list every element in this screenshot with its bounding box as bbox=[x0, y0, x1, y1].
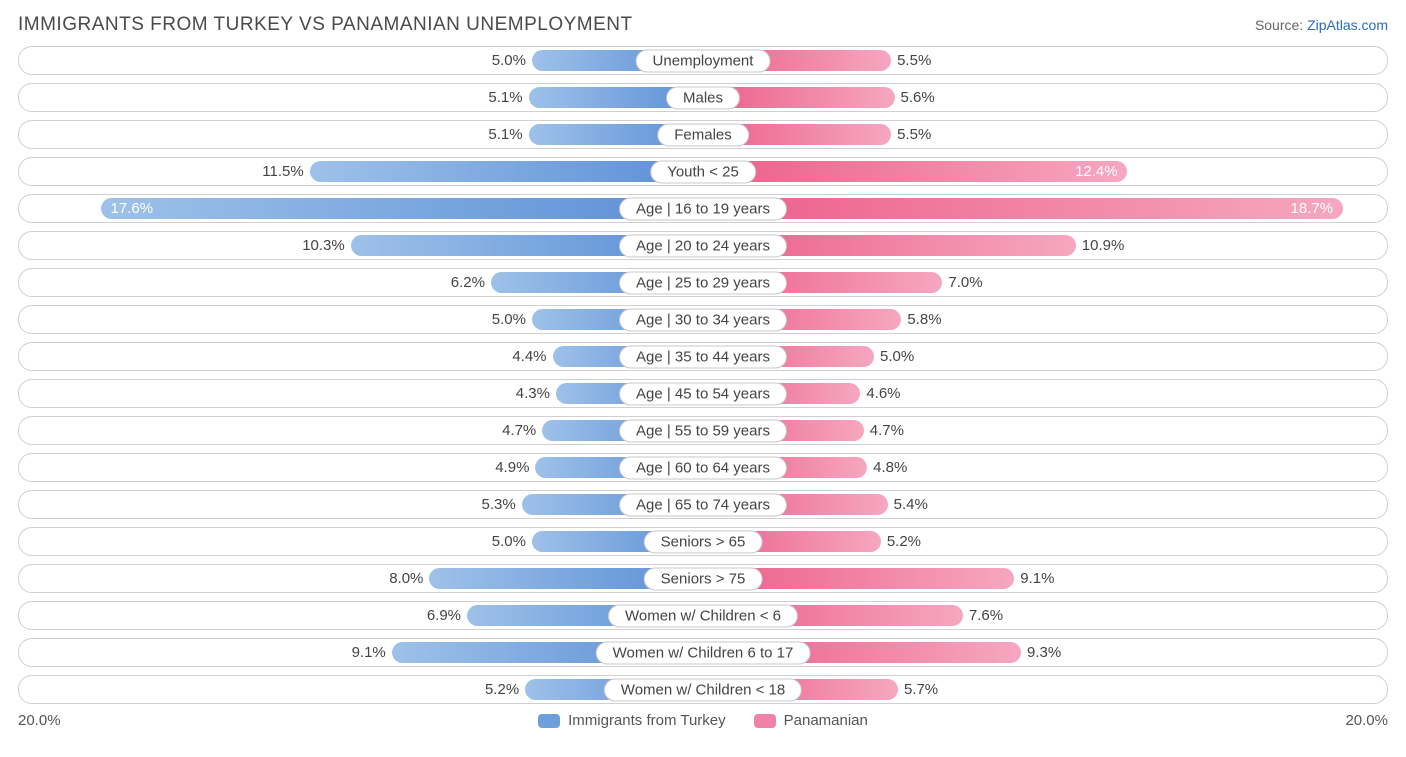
pct-label-right: 4.7% bbox=[864, 417, 904, 444]
chart-row: 5.1% 5.6% Males bbox=[18, 83, 1388, 112]
legend-label-left: Immigrants from Turkey bbox=[568, 712, 726, 729]
pct-label-left: 5.3% bbox=[482, 491, 522, 518]
pct-label-right: 5.5% bbox=[891, 121, 931, 148]
chart-row: 6.9% 7.6% Women w/ Children < 6 bbox=[18, 601, 1388, 630]
pct-label-left: 11.5% bbox=[262, 158, 309, 185]
chart-row: 6.2% 7.0% Age | 25 to 29 years bbox=[18, 268, 1388, 297]
chart-row: 5.0% 5.2% Seniors > 65 bbox=[18, 527, 1388, 556]
pct-label-right: 4.6% bbox=[860, 380, 900, 407]
category-label: Age | 45 to 54 years bbox=[619, 382, 787, 405]
pct-label-right: 10.9% bbox=[1076, 232, 1125, 259]
bar-left bbox=[310, 161, 703, 182]
category-label: Males bbox=[666, 86, 740, 109]
bar-right bbox=[703, 198, 1343, 219]
legend-swatch-right bbox=[754, 714, 776, 728]
legend: Immigrants from Turkey Panamanian bbox=[538, 712, 868, 729]
pct-label-right: 5.8% bbox=[901, 306, 941, 333]
chart-row: 5.1% 5.5% Females bbox=[18, 120, 1388, 149]
category-label: Women w/ Children 6 to 17 bbox=[596, 641, 811, 664]
chart-row: 4.3% 4.6% Age | 45 to 54 years bbox=[18, 379, 1388, 408]
pct-label-left: 5.2% bbox=[485, 676, 525, 703]
chart-row: 17.6% 18.7% Age | 16 to 19 years bbox=[18, 194, 1388, 223]
pct-label-left: 4.4% bbox=[512, 343, 552, 370]
axis-max-label-left: 20.0% bbox=[18, 712, 61, 729]
pct-label-left: 4.3% bbox=[516, 380, 556, 407]
pct-label-right: 7.6% bbox=[963, 602, 1003, 629]
category-label: Age | 35 to 44 years bbox=[619, 345, 787, 368]
pct-label-left: 6.9% bbox=[427, 602, 467, 629]
bar-left bbox=[101, 198, 703, 219]
category-label: Seniors > 65 bbox=[644, 530, 763, 553]
pct-label-right: 5.6% bbox=[895, 84, 935, 111]
pct-label-left: 5.0% bbox=[492, 306, 532, 333]
pct-label-left: 10.3% bbox=[302, 232, 351, 259]
pct-label-right: 5.5% bbox=[891, 47, 931, 74]
pct-label-left: 9.1% bbox=[352, 639, 392, 666]
pct-label-right: 5.2% bbox=[881, 528, 921, 555]
pct-label-left: 5.1% bbox=[488, 84, 528, 111]
category-label: Age | 20 to 24 years bbox=[619, 234, 787, 257]
legend-item-left: Immigrants from Turkey bbox=[538, 712, 726, 729]
category-label: Age | 30 to 34 years bbox=[619, 308, 787, 331]
category-label: Age | 65 to 74 years bbox=[619, 493, 787, 516]
pct-label-right: 7.0% bbox=[942, 269, 982, 296]
pct-label-right: 5.7% bbox=[898, 676, 938, 703]
pct-label-left: 4.7% bbox=[502, 417, 542, 444]
pct-label-left: 5.1% bbox=[488, 121, 528, 148]
pct-label-right: 12.4% bbox=[1069, 158, 1118, 185]
chart-row: 5.0% 5.5% Unemployment bbox=[18, 46, 1388, 75]
pct-label-left: 5.0% bbox=[492, 47, 532, 74]
pct-label-right: 5.4% bbox=[888, 491, 928, 518]
category-label: Women w/ Children < 6 bbox=[608, 604, 798, 627]
axis-max-label-right: 20.0% bbox=[1345, 712, 1388, 729]
pct-label-left: 5.0% bbox=[492, 528, 532, 555]
pct-label-left: 6.2% bbox=[451, 269, 491, 296]
chart-row: 8.0% 9.1% Seniors > 75 bbox=[18, 564, 1388, 593]
chart-row: 4.4% 5.0% Age | 35 to 44 years bbox=[18, 342, 1388, 371]
chart-row: 5.2% 5.7% Women w/ Children < 18 bbox=[18, 675, 1388, 704]
chart-row: 10.3% 10.9% Age | 20 to 24 years bbox=[18, 231, 1388, 260]
category-label: Age | 16 to 19 years bbox=[619, 197, 787, 220]
diverging-bar-chart: 5.0% 5.5% Unemployment 5.1% 5.6% Males 5.1% 5.5… bbox=[18, 46, 1388, 704]
pct-label-right: 4.8% bbox=[867, 454, 907, 481]
pct-label-right: 9.1% bbox=[1014, 565, 1054, 592]
source-attribution: Source: ZipAtlas.com bbox=[1255, 17, 1388, 33]
source-label: Source: bbox=[1255, 17, 1303, 33]
chart-row: 5.3% 5.4% Age | 65 to 74 years bbox=[18, 490, 1388, 519]
category-label: Women w/ Children < 18 bbox=[604, 678, 802, 701]
legend-label-right: Panamanian bbox=[784, 712, 868, 729]
category-label: Seniors > 75 bbox=[644, 567, 763, 590]
pct-label-left: 8.0% bbox=[389, 565, 429, 592]
chart-row: 11.5% 12.4% Youth < 25 bbox=[18, 157, 1388, 186]
category-label: Youth < 25 bbox=[650, 160, 756, 183]
pct-label-left: 4.9% bbox=[495, 454, 535, 481]
bar-right bbox=[703, 161, 1127, 182]
chart-title: IMMIGRANTS FROM TURKEY VS PANAMANIAN UNE… bbox=[18, 14, 633, 36]
category-label: Age | 25 to 29 years bbox=[619, 271, 787, 294]
category-label: Unemployment bbox=[636, 49, 771, 72]
chart-row: 4.7% 4.7% Age | 55 to 59 years bbox=[18, 416, 1388, 445]
chart-row: 9.1% 9.3% Women w/ Children 6 to 17 bbox=[18, 638, 1388, 667]
chart-row: 4.9% 4.8% Age | 60 to 64 years bbox=[18, 453, 1388, 482]
category-label: Age | 60 to 64 years bbox=[619, 456, 787, 479]
pct-label-right: 18.7% bbox=[1285, 195, 1334, 222]
pct-label-left: 17.6% bbox=[111, 195, 160, 222]
chart-row: 5.0% 5.8% Age | 30 to 34 years bbox=[18, 305, 1388, 334]
category-label: Females bbox=[657, 123, 749, 146]
legend-swatch-left bbox=[538, 714, 560, 728]
pct-label-right: 5.0% bbox=[874, 343, 914, 370]
category-label: Age | 55 to 59 years bbox=[619, 419, 787, 442]
source-link[interactable]: ZipAtlas.com bbox=[1307, 17, 1388, 33]
legend-item-right: Panamanian bbox=[754, 712, 868, 729]
pct-label-right: 9.3% bbox=[1021, 639, 1061, 666]
